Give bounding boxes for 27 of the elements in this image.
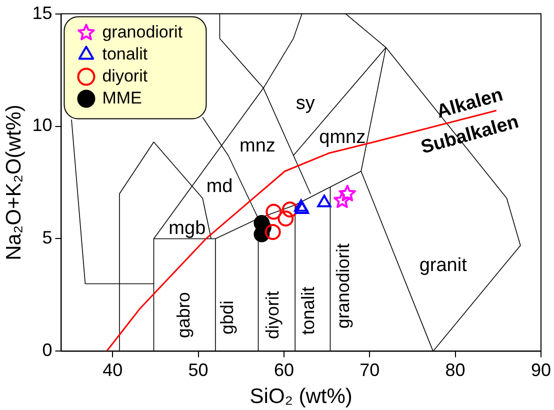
x-tick-label: 90 — [530, 360, 552, 380]
legend-label: diyorit — [102, 66, 148, 86]
x-axis-title: SiO₂ (wt%) — [250, 385, 352, 408]
y-tick-label: 15 — [32, 2, 52, 23]
annotation: diyorit — [262, 291, 283, 340]
y-tick-label: 0 — [42, 340, 52, 360]
annotation: gbdi — [217, 300, 238, 334]
y-tick-label: 10 — [32, 115, 52, 136]
annotation: sy — [296, 93, 316, 114]
annotation: gabro — [173, 292, 194, 338]
annotation: mnz — [239, 136, 276, 157]
annotation: granit — [419, 255, 468, 276]
legend-label: granodiorit — [102, 22, 183, 42]
annotation: granodiorit — [332, 244, 353, 329]
x-tick-label: 60 — [274, 360, 294, 380]
x-tick-label: 70 — [360, 360, 380, 380]
y-axis-title: Na₂O+K₂O(wt%) — [2, 104, 26, 260]
annotation: qmnz — [319, 126, 366, 148]
legend-label: tonalit — [102, 44, 148, 64]
x-tick-label: 40 — [102, 360, 123, 380]
annotation: tonalit — [298, 286, 318, 335]
y-tick-label: 5 — [42, 228, 52, 248]
annotation: md — [206, 176, 233, 198]
x-tick-label: 50 — [188, 360, 208, 380]
x-tick-label: 80 — [445, 360, 466, 380]
annotation: mgb — [168, 218, 206, 239]
legend-label: MME — [102, 88, 142, 108]
